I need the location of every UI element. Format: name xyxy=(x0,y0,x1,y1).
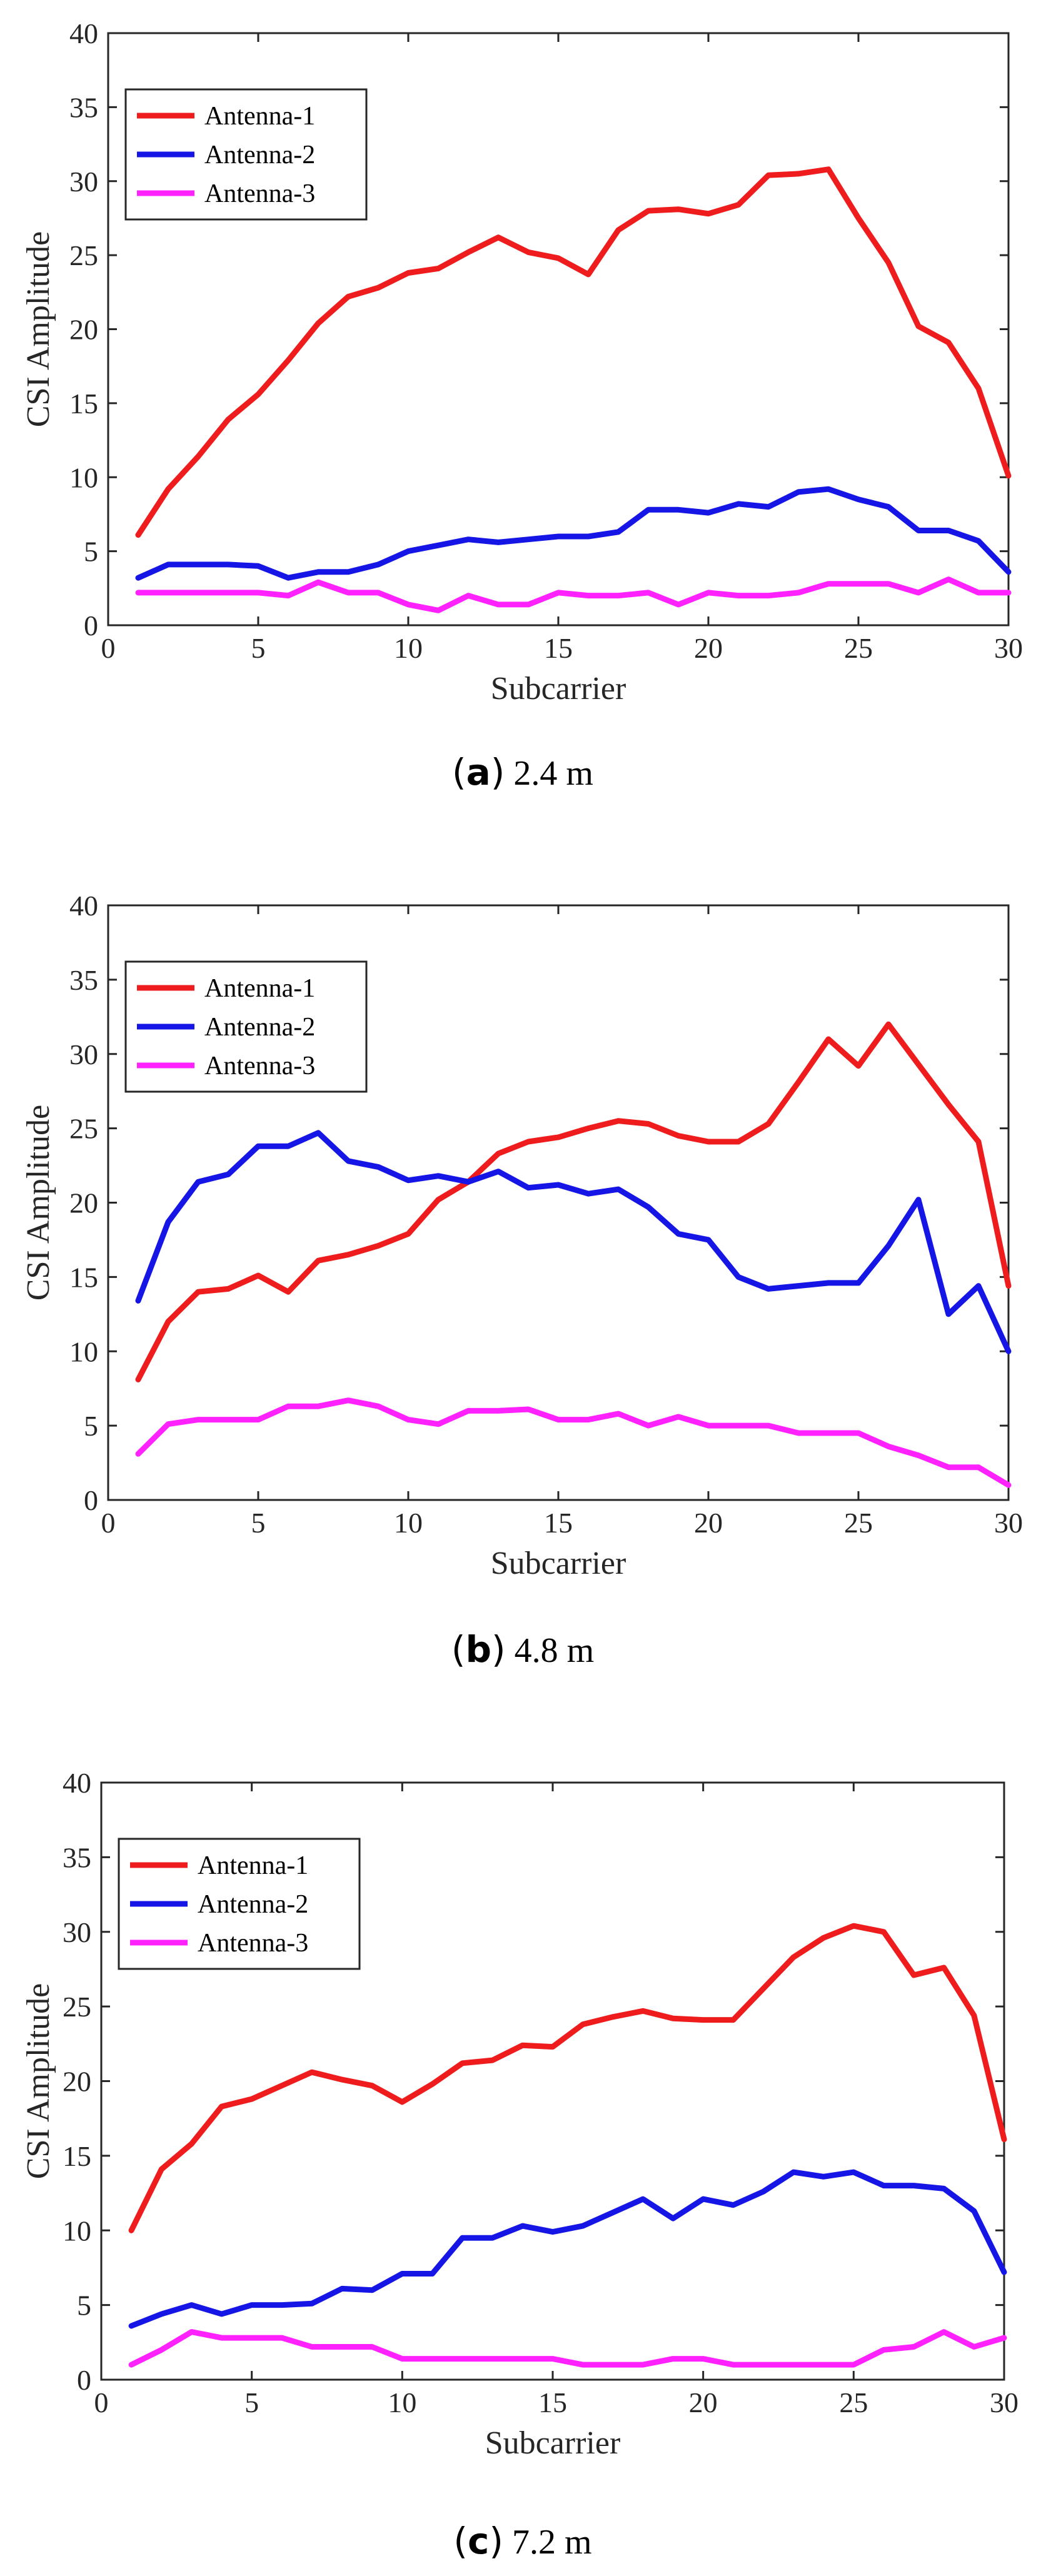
y-tick-label: 10 xyxy=(69,461,98,493)
caption-paren-open: ( xyxy=(451,1628,466,1671)
series-line-antenna-2 xyxy=(128,2169,1007,2329)
caption-text: 2.4 m xyxy=(505,754,593,793)
x-tick-label: 5 xyxy=(244,2387,259,2418)
y-tick-label: 5 xyxy=(84,536,98,568)
x-tick-label: 10 xyxy=(394,632,423,664)
chart-svg-b: 0 5 10 15 20 25 30 0 5 10 15 20 25 30 35 40 Subcarrier CS… xyxy=(21,890,1023,1671)
y-tick-label: 30 xyxy=(63,1916,91,1948)
series-line-antenna-3 xyxy=(135,576,1012,613)
y-tick-label: 15 xyxy=(69,388,98,420)
x-tick-label: 5 xyxy=(251,1507,266,1539)
y-tick-label: 25 xyxy=(69,239,98,271)
y-tick-label: 30 xyxy=(69,1039,98,1070)
legend-label-antenna-2: Antenna-2 xyxy=(198,1890,308,1919)
x-tick-label: 0 xyxy=(94,2387,109,2418)
series-line-antenna-3 xyxy=(128,2329,1007,2368)
y-tick-label: 40 xyxy=(69,890,98,922)
x-tick-label: 20 xyxy=(694,1507,723,1539)
x-axis-title: Subcarrier xyxy=(491,671,626,707)
caption-paren-open: ( xyxy=(452,751,466,793)
panel-caption: (c) 7.2 m xyxy=(453,2520,591,2562)
y-tick-label: 40 xyxy=(69,18,98,49)
y-tick-label: 25 xyxy=(63,1991,91,2023)
legend-label-antenna-3: Antenna-3 xyxy=(198,1929,308,1958)
x-tick-label: 25 xyxy=(844,1507,873,1539)
x-tick-label: 15 xyxy=(544,1507,573,1539)
x-tick-label: 25 xyxy=(839,2387,868,2418)
series-line-antenna-2 xyxy=(135,486,1012,581)
x-tick-label: 0 xyxy=(101,1507,116,1539)
y-tick-label: 15 xyxy=(63,2140,91,2172)
x-tick-label: 30 xyxy=(994,1507,1023,1539)
y-tick-label: 0 xyxy=(84,610,98,641)
x-tick-label: 10 xyxy=(388,2387,416,2418)
x-tick-label: 5 xyxy=(251,632,266,664)
x-tick-label: 15 xyxy=(538,2387,567,2418)
chart-svg-c: 0 5 10 15 20 25 30 0 5 10 15 20 25 30 35 40 Subcarrier CS… xyxy=(21,1767,1018,2562)
legend-label-antenna-1: Antenna-1 xyxy=(204,974,315,1003)
series-line-antenna-1 xyxy=(135,166,1012,538)
y-tick-label: 35 xyxy=(69,964,98,996)
y-tick-label: 40 xyxy=(63,1767,91,1799)
y-tick-label: 30 xyxy=(69,166,98,198)
series-line-antenna-1 xyxy=(128,1923,1007,2233)
series-line-antenna-1 xyxy=(135,1021,1012,1382)
x-axis-title: Subcarrier xyxy=(491,1546,626,1581)
caption-paren-close: ) xyxy=(489,2520,503,2562)
caption-letter: a xyxy=(466,751,491,793)
series-line-antenna-2 xyxy=(135,1130,1012,1354)
caption-text: 7.2 m xyxy=(503,2523,592,2562)
y-tick-label: 5 xyxy=(77,2290,91,2322)
y-tick-label: 10 xyxy=(63,2215,91,2246)
y-tick-label: 35 xyxy=(69,91,98,123)
caption-letter: c xyxy=(468,2520,489,2562)
legend-label-antenna-2: Antenna-2 xyxy=(204,141,315,169)
x-tick-label: 20 xyxy=(694,632,723,664)
x-tick-label: 30 xyxy=(990,2387,1018,2418)
x-tick-label: 30 xyxy=(994,632,1023,664)
chart-panel-a: 0 5 10 15 20 25 30 0 5 10 15 20 25 30 35 40 Subcarrier CS… xyxy=(0,0,1046,858)
y-axis-title: CSI Amplitude xyxy=(21,1983,56,2179)
y-tick-label: 25 xyxy=(69,1113,98,1145)
panel-caption: (b) 4.8 m xyxy=(451,1628,594,1671)
y-axis-title: CSI Amplitude xyxy=(21,1105,56,1301)
caption-text: 4.8 m xyxy=(506,1631,595,1670)
caption-paren-close: ) xyxy=(491,1628,506,1671)
caption-paren-close: ) xyxy=(491,751,505,793)
y-tick-label: 20 xyxy=(63,2066,91,2098)
caption-paren-open: ( xyxy=(453,2520,468,2562)
x-tick-label: 20 xyxy=(689,2387,718,2418)
chart-panel-c: 0 5 10 15 20 25 30 0 5 10 15 20 25 30 35 40 Subcarrier CS… xyxy=(0,1717,1046,2576)
legend-label-antenna-1: Antenna-1 xyxy=(198,1851,308,1880)
y-tick-label: 20 xyxy=(69,1187,98,1219)
y-tick-label: 35 xyxy=(63,1841,91,1873)
x-axis-title: Subcarrier xyxy=(485,2425,621,2461)
y-tick-label: 15 xyxy=(69,1261,98,1293)
y-tick-label: 10 xyxy=(69,1336,98,1367)
y-tick-label: 0 xyxy=(77,2364,91,2396)
y-axis-title: CSI Amplitude xyxy=(21,231,56,427)
legend-label-antenna-1: Antenna-1 xyxy=(204,102,315,131)
legend-label-antenna-3: Antenna-3 xyxy=(204,1052,315,1080)
y-tick-label: 5 xyxy=(84,1410,98,1442)
x-tick-label: 10 xyxy=(394,1507,423,1539)
series-line-antenna-3 xyxy=(135,1397,1012,1488)
caption-letter: b xyxy=(465,1628,491,1671)
x-tick-label: 25 xyxy=(844,632,873,664)
y-tick-label: 0 xyxy=(84,1484,98,1516)
y-tick-label: 20 xyxy=(69,314,98,346)
x-tick-label: 15 xyxy=(544,632,573,664)
chart-svg-a: 0 5 10 15 20 25 30 0 5 10 15 20 25 30 35 40 Subcarrier CS… xyxy=(21,18,1023,793)
legend-label-antenna-3: Antenna-3 xyxy=(204,179,315,208)
panel-caption: (a) 2.4 m xyxy=(452,751,593,793)
legend-label-antenna-2: Antenna-2 xyxy=(204,1013,315,1042)
chart-panel-b: 0 5 10 15 20 25 30 0 5 10 15 20 25 30 35 40 Subcarrier CS… xyxy=(0,858,1046,1717)
x-tick-label: 0 xyxy=(101,632,116,664)
